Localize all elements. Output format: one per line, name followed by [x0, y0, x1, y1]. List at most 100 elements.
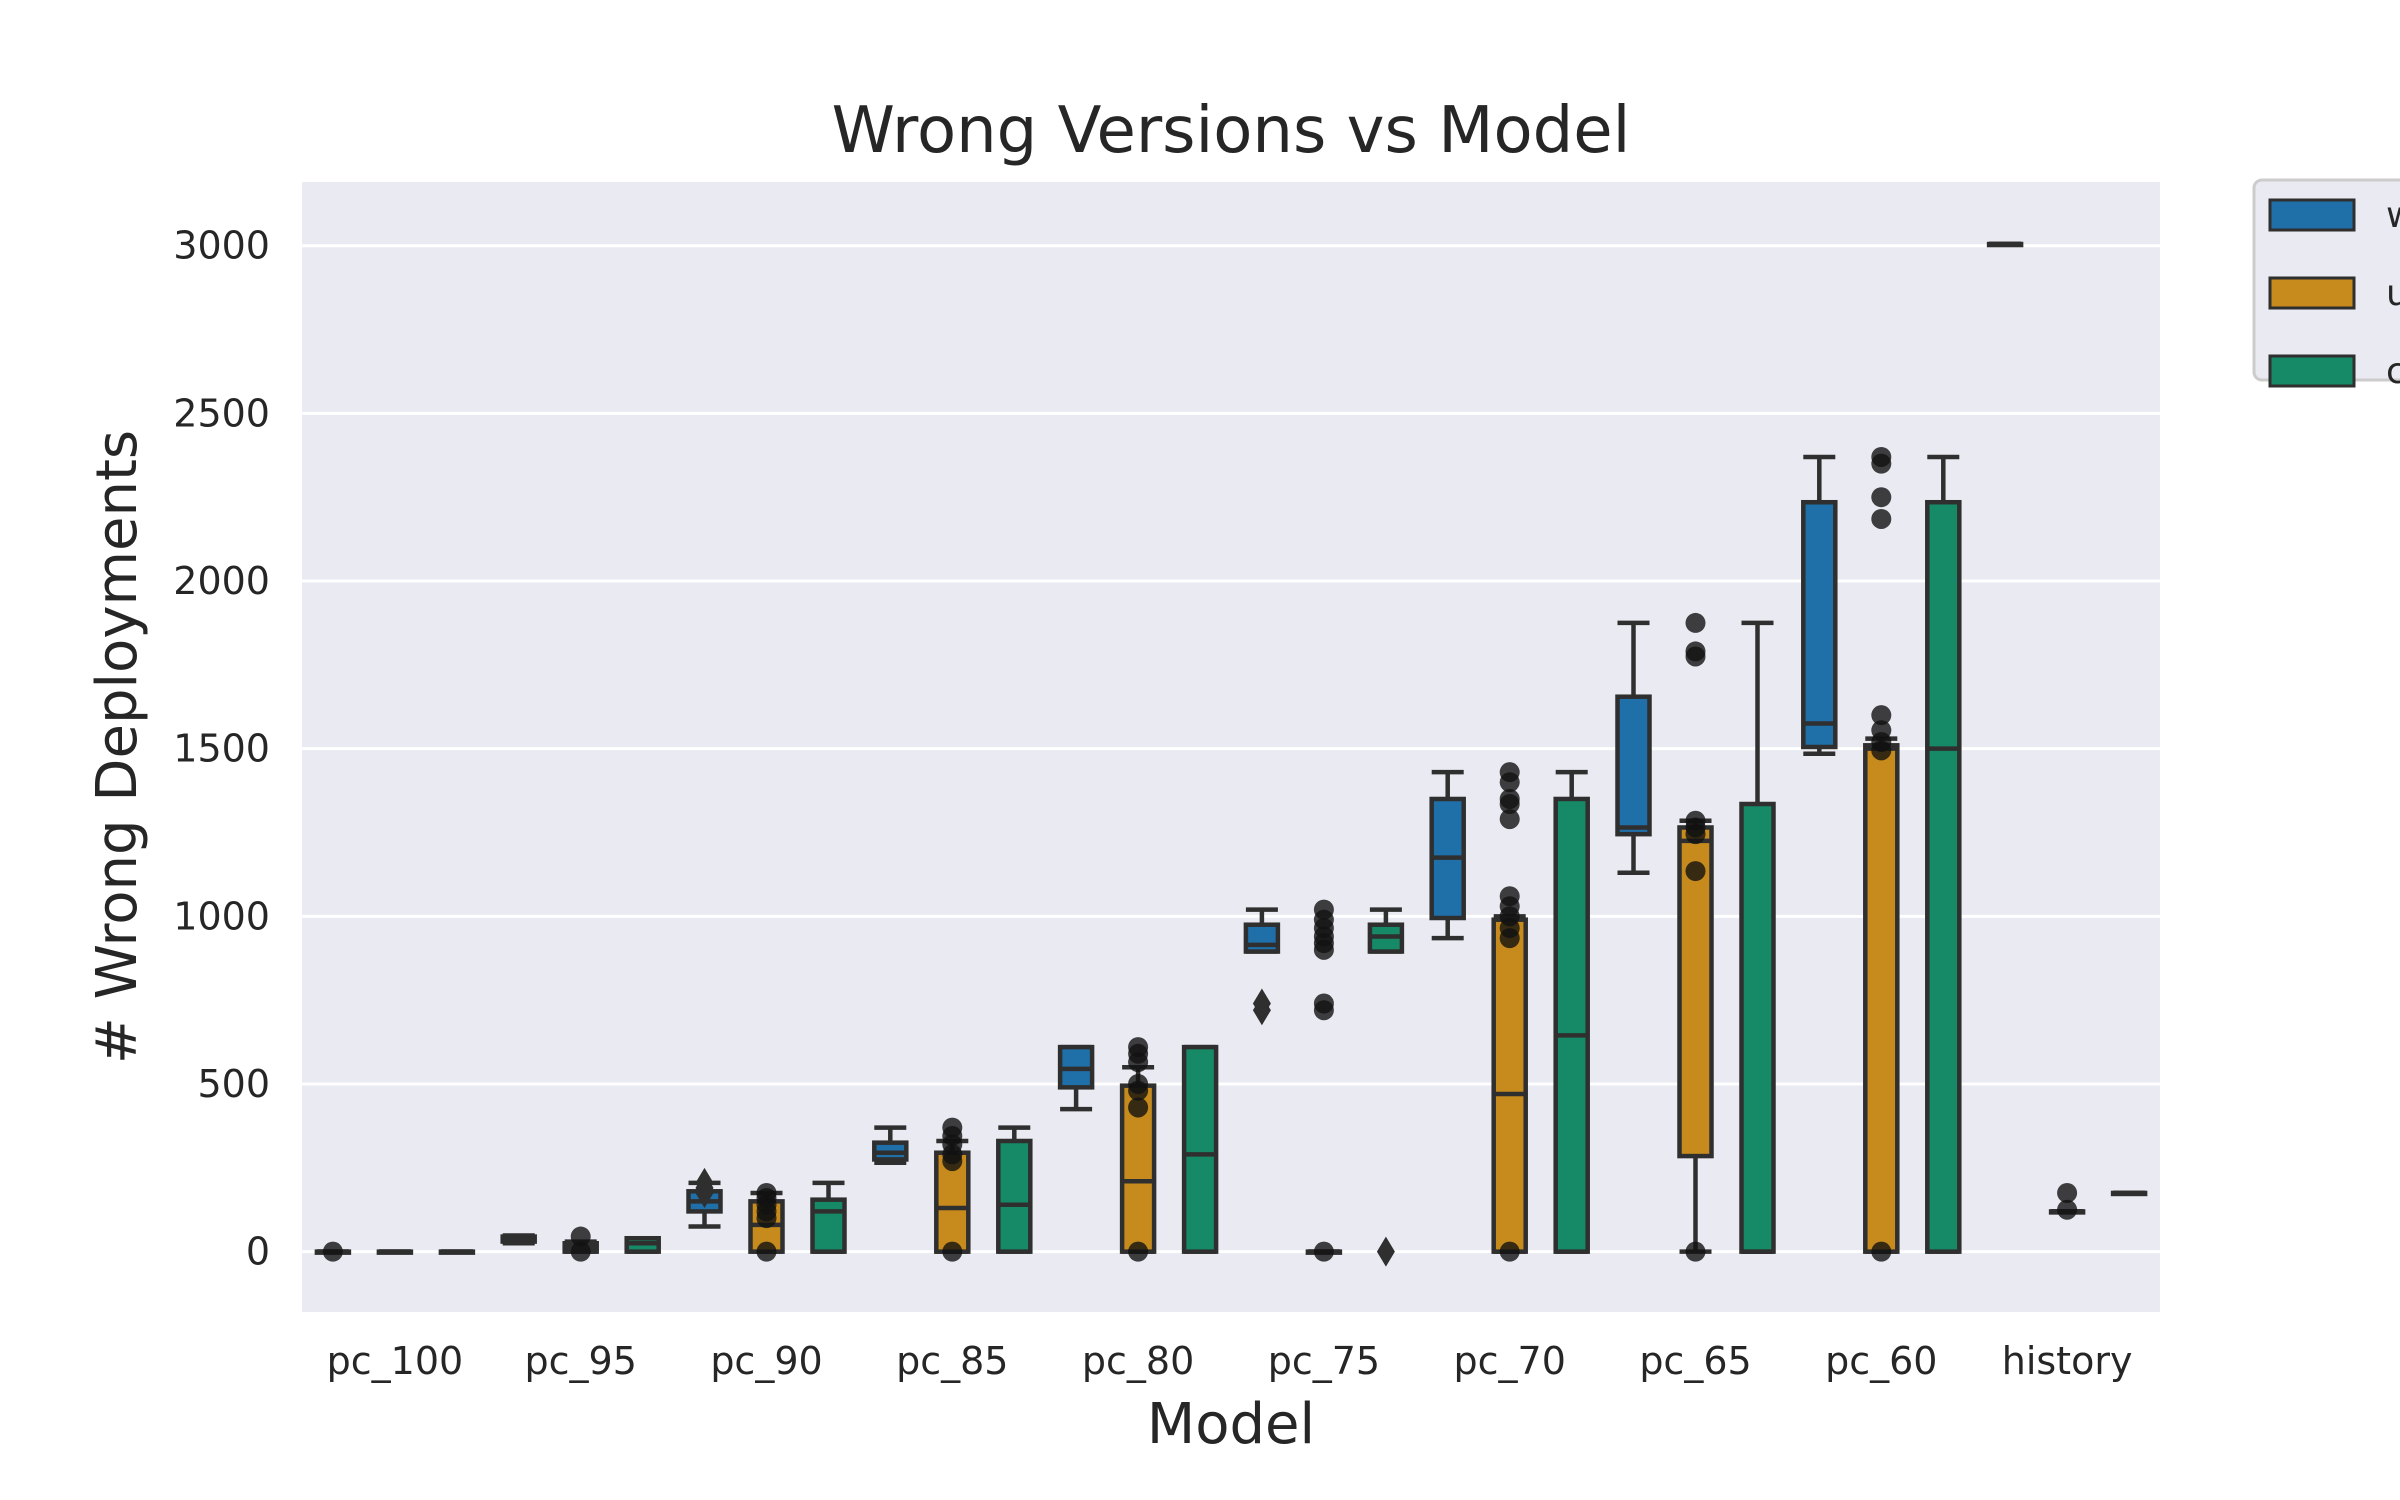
x-tick-label: pc_60	[1825, 1339, 1937, 1383]
data-point	[1499, 1241, 1520, 1262]
x-tick-labels: pc_100 pc_95 pc_90 pc_85 pc_80 pc_75 pc_70 pc_6…	[327, 1339, 2133, 1383]
box-u-pc_100	[376, 1249, 414, 1255]
box-c-pc_75	[1367, 907, 1405, 1267]
box-c-pc_65	[1739, 620, 1776, 1254]
x-tick-label: pc_65	[1639, 1339, 1751, 1383]
box-series-group	[314, 241, 2148, 1267]
legend-label: u	[2386, 273, 2400, 314]
y-tick-label: 3000	[173, 224, 270, 268]
box-body	[1615, 694, 1652, 837]
box-u-pc_65	[1677, 612, 1714, 1262]
data-point	[1128, 1080, 1149, 1101]
box-body	[1925, 499, 1962, 1254]
plot-background	[302, 182, 2160, 1312]
data-point	[1128, 1241, 1149, 1262]
series-c	[438, 454, 2148, 1267]
box-u-pc_90	[748, 1182, 785, 1262]
y-tick-labels: 0 500 1000 1500 2000 2500 3000	[173, 224, 270, 1274]
data-point	[1313, 1000, 1334, 1021]
box-c-pc_90	[810, 1180, 847, 1254]
data-point	[1871, 487, 1892, 508]
box-u-pc_95	[562, 1226, 599, 1262]
x-tick-label: pc_90	[710, 1339, 822, 1383]
grid-lines	[302, 244, 2160, 1254]
box-body	[1243, 922, 1281, 954]
box-w-pc_90	[686, 1167, 723, 1229]
x-tick-label: pc_75	[1268, 1339, 1380, 1383]
data-point	[942, 1241, 963, 1262]
chart-title: Wrong Versions vs Model	[832, 94, 1631, 168]
data-point	[2057, 1199, 2078, 1220]
data-point	[756, 1208, 777, 1229]
box-w-pc_80	[1057, 1044, 1095, 1112]
box-body	[1553, 796, 1590, 1254]
data-point	[570, 1226, 591, 1247]
box-body	[1739, 801, 1776, 1254]
x-tick-label: pc_95	[525, 1339, 637, 1383]
outlier-marker	[695, 1177, 714, 1208]
x-tick-label: pc_85	[896, 1339, 1008, 1383]
data-point	[1871, 705, 1892, 726]
data-point	[1313, 939, 1334, 960]
data-point	[1871, 740, 1892, 761]
data-point	[1685, 861, 1706, 882]
box-w-pc_70	[1429, 769, 1466, 941]
box-u-history	[2048, 1182, 2086, 1220]
x-tick-label: pc_70	[1454, 1339, 1566, 1383]
data-point	[1685, 646, 1706, 667]
legend-label: w	[2386, 195, 2400, 236]
box-c-pc_85	[996, 1125, 1033, 1254]
box-body	[1863, 743, 1900, 1254]
box-u-pc_70	[1491, 762, 1528, 1262]
x-tick-label: pc_100	[327, 1339, 464, 1383]
outlier-marker	[1252, 995, 1271, 1026]
data-point	[1128, 1052, 1149, 1073]
data-point	[756, 1241, 777, 1262]
box-w-history	[1986, 241, 2024, 248]
box-u-pc_85	[934, 1117, 971, 1262]
box-w-pc_75	[1243, 907, 1281, 1026]
box-body	[996, 1138, 1033, 1254]
legend-swatch	[2268, 276, 2356, 310]
data-point	[1685, 612, 1706, 633]
legend-swatch	[2268, 354, 2356, 388]
box-body	[1181, 1044, 1219, 1254]
outlier-marker	[1376, 1236, 1395, 1267]
data-point	[322, 1241, 343, 1262]
data-point	[1871, 453, 1892, 474]
data-point	[1499, 809, 1520, 830]
box-body	[1491, 917, 1528, 1254]
box-c-history	[2110, 1190, 2148, 1197]
box-w-pc_65	[1615, 620, 1652, 875]
data-point	[1128, 1097, 1149, 1118]
x-axis-label: Model	[1147, 1392, 1315, 1457]
y-tick-label: 2000	[173, 559, 270, 603]
legend: wuc	[2252, 178, 2400, 392]
legend-swatch	[2268, 198, 2356, 232]
data-point	[1871, 508, 1892, 529]
data-point	[2057, 1182, 2078, 1203]
data-point	[1871, 1241, 1892, 1262]
data-point	[1685, 1241, 1706, 1262]
box-body	[810, 1197, 847, 1254]
box-w-pc_85	[872, 1125, 909, 1166]
box-u-pc_60	[1863, 446, 1900, 1262]
data-point	[1499, 928, 1520, 949]
series-w	[314, 241, 2024, 1262]
y-tick-label: 500	[197, 1062, 270, 1106]
data-point	[1499, 794, 1520, 815]
box-c-pc_70	[1553, 769, 1590, 1254]
box-body	[1801, 499, 1838, 750]
x-tick-label: history	[2002, 1339, 2133, 1383]
y-tick-label: 0	[246, 1230, 270, 1274]
y-tick-label: 2500	[173, 391, 270, 435]
data-point	[1313, 1241, 1334, 1262]
y-tick-label: 1500	[173, 727, 270, 771]
box-body	[1677, 825, 1714, 1159]
box-c-pc_100	[438, 1249, 476, 1255]
data-point	[1499, 772, 1520, 793]
box-u-pc_75	[1305, 899, 1343, 1262]
box-c-pc_95	[624, 1235, 661, 1254]
data-point	[942, 1151, 963, 1172]
